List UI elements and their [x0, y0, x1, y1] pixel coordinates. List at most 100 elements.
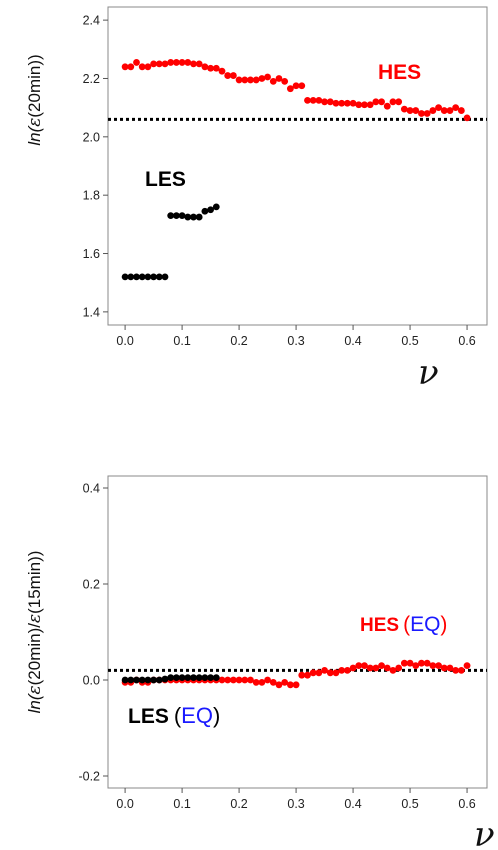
top-hes-point: [321, 98, 328, 106]
bottom-hes-point: [269, 679, 277, 686]
bottom-les-point: [190, 674, 197, 681]
y-tick-label: 0.0: [83, 674, 100, 688]
bottom-hes-point: [343, 667, 351, 674]
bottom-plot-frame: [107, 475, 488, 789]
top-hes-point: [241, 76, 249, 84]
bottom-les-point: [167, 674, 175, 681]
top-hes-point: [463, 114, 471, 122]
top-les-annotation: LES: [145, 168, 186, 191]
x-tick-label: 0.4: [344, 797, 361, 811]
top-hes-point: [178, 59, 186, 66]
top-hes-annotation: HES: [378, 61, 421, 84]
top-hes-point: [298, 82, 306, 90]
bottom-les-point: [144, 676, 152, 684]
top-hes-point: [247, 76, 254, 84]
top-hes-point: [229, 72, 237, 79]
top-hes-point: [355, 101, 363, 109]
top-les-point: [190, 213, 197, 221]
y-tick-label: 1.4: [83, 305, 100, 319]
bottom-hes-point: [440, 664, 448, 672]
top-hes-point: [361, 101, 368, 109]
top-x-axis: 0.0 0.1 0.2 0.3 0.4 0.5 0.6: [116, 325, 476, 348]
top-hes-point: [252, 76, 260, 84]
bottom-hes-point: [361, 662, 368, 669]
top-hes-point: [440, 107, 448, 114]
bottom-hes-point: [452, 667, 460, 674]
bottom-les-point: [178, 674, 186, 681]
y-tick-label: 0.2: [83, 578, 100, 592]
bottom-hes-point: [292, 681, 300, 689]
bottom-hes-point: [275, 681, 283, 689]
y-tick-label: 1.6: [83, 247, 100, 261]
top-hes-point: [201, 63, 209, 71]
top-hes-point: [292, 82, 300, 90]
top-les-point: [178, 212, 186, 219]
bottom-hes-point: [378, 662, 385, 669]
x-tick-label: 0.1: [173, 334, 190, 348]
bottom-les-point: [184, 674, 192, 681]
bottom-data-points: [121, 659, 471, 689]
top-chart: 1.4 1.6 1.8 2.0 2.2 2.4 0.0 0.1 0.2 0.3 0.4 0.5 0.6…: [25, 6, 488, 393]
top-hes-point: [155, 60, 163, 68]
bottom-x-axis-label: ν: [474, 815, 495, 850]
bottom-hes-point: [463, 662, 471, 669]
bottom-hes-point: [298, 671, 306, 679]
bottom-les-point: [150, 676, 157, 684]
top-hes-point: [383, 102, 391, 110]
top-hes-point: [400, 105, 408, 113]
top-plot-frame: [107, 6, 488, 326]
top-les-point: [133, 273, 140, 281]
top-les-point: [121, 273, 129, 281]
bottom-hes-point: [395, 664, 403, 672]
y-tick-label: 2.2: [83, 72, 100, 86]
top-hes-point: [121, 63, 129, 71]
bottom-hes-point: [400, 659, 408, 667]
bottom-hes-point: [412, 662, 420, 669]
bottom-les-point: [195, 674, 203, 681]
top-hes-point: [406, 107, 414, 114]
top-hes-point: [258, 75, 266, 82]
bottom-hes-point: [286, 681, 294, 689]
bottom-les-point: [155, 676, 163, 684]
bottom-hes-point: [224, 676, 232, 684]
bottom-hes-point: [258, 679, 266, 686]
bottom-hes-point: [372, 664, 380, 672]
top-hes-point: [172, 59, 180, 66]
top-hes-point: [338, 99, 346, 107]
bottom-les-point: [133, 676, 140, 684]
top-hes-point: [190, 60, 197, 68]
top-hes-point: [343, 99, 351, 107]
bottom-hes-point: [252, 679, 260, 686]
x-tick-label: 0.2: [230, 797, 247, 811]
bottom-hes-point: [264, 676, 271, 684]
top-hes-point: [332, 99, 340, 107]
bottom-hes-point: [229, 676, 237, 684]
top-hes-point: [167, 59, 175, 66]
x-tick-label: 0.4: [344, 334, 361, 348]
top-hes-point: [212, 64, 220, 72]
x-tick-label: 0.3: [287, 334, 304, 348]
top-hes-point: [435, 104, 442, 112]
y-tick-label: 2.4: [83, 14, 100, 28]
bottom-y-axis: -0.2 0.0 0.2 0.4: [78, 482, 108, 784]
x-tick-label: 0.0: [116, 797, 133, 811]
bottom-hes-point: [247, 676, 254, 684]
top-hes-point: [446, 107, 454, 114]
bottom-hes-point: [406, 659, 414, 667]
top-hes-point: [418, 110, 425, 117]
y-tick-label: 0.4: [83, 482, 100, 496]
bottom-les-point: [138, 676, 146, 684]
top-hes-point: [452, 104, 460, 112]
y-tick-label: 2.0: [83, 130, 100, 144]
bottom-les-annotation: LES (EQ): [128, 703, 220, 728]
bottom-hes-point: [423, 659, 431, 667]
top-hes-point: [349, 99, 357, 107]
bottom-x-axis: 0.0 0.1 0.2 0.3 0.4 0.5 0.6: [116, 788, 476, 811]
top-hes-point: [395, 98, 403, 106]
top-hes-point: [309, 96, 317, 104]
x-tick-label: 0.5: [401, 334, 418, 348]
top-les-point: [195, 213, 203, 221]
bottom-les-point: [201, 674, 209, 681]
top-hes-point: [389, 98, 397, 106]
top-hes-point: [286, 85, 294, 93]
